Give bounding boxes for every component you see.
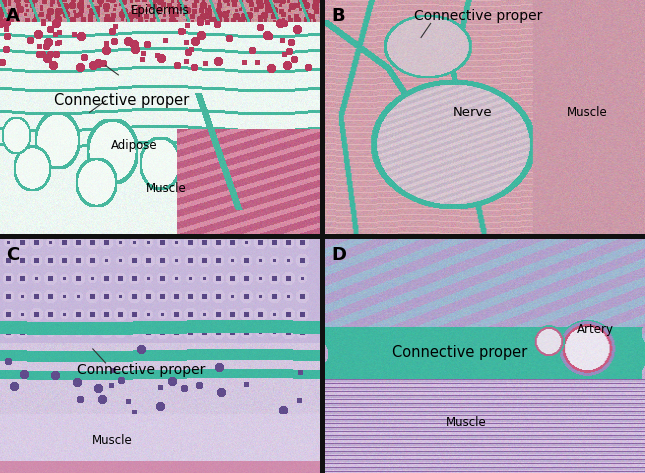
Text: Muscle: Muscle xyxy=(446,416,486,429)
Text: B: B xyxy=(332,7,345,25)
Text: Connective proper: Connective proper xyxy=(54,93,189,108)
Text: Artery: Artery xyxy=(577,323,614,335)
Text: Muscle: Muscle xyxy=(567,106,608,119)
Text: Nerve: Nerve xyxy=(452,106,492,119)
Text: Epidermis: Epidermis xyxy=(130,4,190,17)
Text: Connective proper: Connective proper xyxy=(77,363,205,377)
Text: Connective proper: Connective proper xyxy=(392,345,527,360)
Text: Connective proper: Connective proper xyxy=(415,9,543,23)
Text: Adipose: Adipose xyxy=(111,139,157,152)
Text: Muscle: Muscle xyxy=(92,434,132,447)
Text: C: C xyxy=(6,246,19,264)
Text: A: A xyxy=(6,7,20,25)
Text: Muscle: Muscle xyxy=(146,182,187,195)
Text: D: D xyxy=(332,246,346,264)
